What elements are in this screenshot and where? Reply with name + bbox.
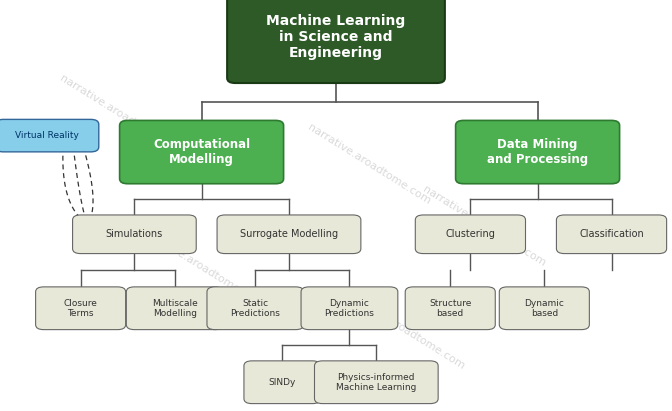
Text: Clustering: Clustering: [446, 229, 495, 239]
Text: narrative.aroadtome.com: narrative.aroadtome.com: [421, 184, 547, 268]
FancyBboxPatch shape: [73, 215, 196, 254]
Text: Static
Predictions: Static Predictions: [230, 298, 280, 318]
FancyBboxPatch shape: [405, 287, 495, 330]
FancyBboxPatch shape: [314, 361, 438, 404]
FancyBboxPatch shape: [207, 287, 304, 330]
Text: narrative.aroadtome.com: narrative.aroadtome.com: [340, 287, 466, 371]
Text: Dynamic
Predictions: Dynamic Predictions: [325, 298, 374, 318]
Text: Data Mining
and Processing: Data Mining and Processing: [487, 138, 588, 166]
FancyBboxPatch shape: [126, 287, 223, 330]
Text: Virtual Reality: Virtual Reality: [15, 131, 79, 140]
FancyBboxPatch shape: [556, 215, 667, 254]
Text: Multiscale
Modelling: Multiscale Modelling: [152, 298, 198, 318]
Text: Simulations: Simulations: [106, 229, 163, 239]
FancyBboxPatch shape: [301, 287, 398, 330]
FancyBboxPatch shape: [244, 361, 321, 404]
Text: narrative.aroadtome.com: narrative.aroadtome.com: [138, 225, 265, 309]
FancyBboxPatch shape: [0, 119, 99, 152]
Text: Computational
Modelling: Computational Modelling: [153, 138, 250, 166]
Text: Classification: Classification: [579, 229, 644, 239]
Text: Machine Learning
in Science and
Engineering: Machine Learning in Science and Engineer…: [266, 14, 406, 60]
Text: SINDy: SINDy: [269, 378, 296, 387]
Text: Surrogate Modelling: Surrogate Modelling: [240, 229, 338, 239]
FancyBboxPatch shape: [227, 0, 445, 83]
Text: Closure
Terms: Closure Terms: [64, 298, 97, 318]
FancyBboxPatch shape: [120, 120, 284, 184]
Text: Dynamic
based: Dynamic based: [524, 298, 564, 318]
FancyBboxPatch shape: [456, 120, 620, 184]
Text: Structure
based: Structure based: [429, 298, 472, 318]
FancyBboxPatch shape: [36, 287, 126, 330]
Text: Physics-informed
Machine Learning: Physics-informed Machine Learning: [336, 372, 417, 392]
FancyBboxPatch shape: [217, 215, 361, 254]
Text: narrative.aroadtome.com: narrative.aroadtome.com: [306, 122, 433, 206]
Text: narrative.aroadtome.com: narrative.aroadtome.com: [58, 73, 184, 157]
FancyBboxPatch shape: [415, 215, 526, 254]
FancyBboxPatch shape: [499, 287, 589, 330]
